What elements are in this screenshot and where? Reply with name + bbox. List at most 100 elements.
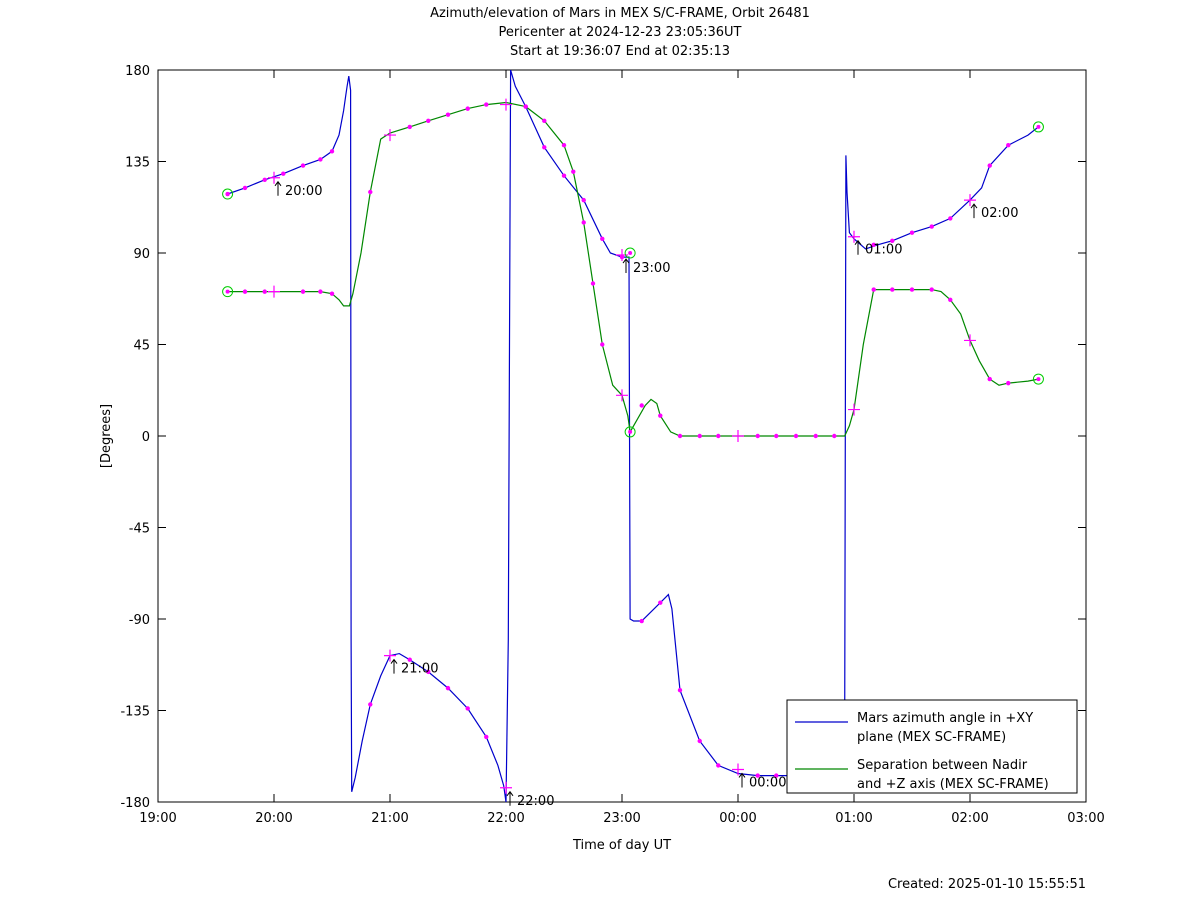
data-dot — [242, 185, 248, 191]
data-dot — [909, 287, 915, 292]
x-tick-label: 01:00 — [835, 811, 872, 826]
hour-cross — [500, 98, 512, 111]
data-dot — [948, 216, 953, 221]
data-dot — [1006, 380, 1011, 386]
endpoint-dot — [225, 289, 230, 294]
data-dot — [484, 734, 489, 740]
hour-cross — [848, 403, 860, 416]
data-dot — [300, 289, 306, 294]
endpoint-dot — [628, 429, 633, 434]
data-dot — [445, 685, 451, 691]
data-dot — [445, 112, 451, 117]
y-axis-label: [Degrees] — [99, 404, 114, 468]
x-tick-label: 22:00 — [487, 811, 524, 826]
data-dot — [542, 145, 547, 150]
data-dot — [871, 242, 876, 248]
data-dot — [484, 102, 489, 107]
legend-label-1-2: plane (MEX SC-FRAME) — [857, 730, 1006, 745]
data-dot — [832, 433, 837, 439]
data-dot — [571, 169, 576, 174]
y-tick-label: -135 — [120, 705, 150, 720]
y-tick-label: -45 — [129, 522, 150, 537]
hour-arrow — [390, 658, 398, 674]
endpoint-dot — [225, 192, 230, 197]
data-dot — [281, 171, 286, 176]
data-dot — [523, 104, 528, 109]
endpoint-circle — [1032, 373, 1044, 385]
data-dot — [716, 763, 721, 768]
data-dot — [677, 687, 683, 693]
data-dot — [329, 149, 335, 154]
data-dot — [639, 618, 644, 624]
data-dot — [368, 189, 373, 195]
hour-cross — [384, 129, 396, 142]
endpoint-dot — [1036, 124, 1041, 129]
plot-frame — [157, 69, 1087, 803]
y-tick-label: 180 — [125, 64, 150, 79]
hour-cross — [732, 430, 744, 442]
x-tick-label: 23:00 — [603, 811, 640, 826]
data-dot — [561, 143, 567, 148]
hour-arrow — [970, 203, 978, 219]
data-dot — [948, 297, 953, 302]
y-tick-label: 90 — [133, 247, 150, 262]
data-dot — [755, 773, 760, 778]
data-dot — [716, 433, 721, 439]
data-dot — [929, 224, 934, 229]
data-dot — [987, 163, 992, 168]
hour-cross — [268, 171, 280, 184]
endpoint-dot — [628, 251, 633, 255]
data-dot — [581, 197, 586, 203]
y-tick-label: -180 — [120, 796, 150, 811]
chart-title-line-3: Start at 19:36:07 End at 02:35:13 — [510, 44, 730, 59]
data-dot — [407, 657, 412, 662]
hour-cross — [964, 194, 976, 207]
hour-cross — [616, 389, 628, 402]
legend-label-2-2: and +Z axis (MEX SC-FRAME) — [857, 777, 1049, 792]
hour-cross — [384, 649, 396, 662]
data-dot — [318, 289, 323, 294]
endpoint-circle — [624, 426, 636, 438]
data-dot — [1006, 143, 1011, 148]
data-dot — [329, 291, 335, 296]
data-dot — [581, 220, 586, 225]
data-dot — [368, 702, 373, 707]
hour-cross — [732, 763, 744, 776]
endpoint-circle — [222, 188, 234, 200]
data-dot — [426, 118, 431, 124]
hour-cross — [964, 334, 976, 347]
x-tick-label: 20:00 — [255, 811, 292, 826]
chart-title-line-2: Pericenter at 2024-12-23 23:05:36UT — [498, 25, 741, 40]
hour-arrow — [854, 239, 862, 255]
hour-arrow — [738, 772, 746, 788]
data-dot — [242, 289, 248, 294]
data-dot — [465, 106, 470, 111]
endpoint-circle — [222, 286, 234, 298]
data-dot — [677, 433, 683, 439]
data-dot — [600, 342, 605, 347]
chart-title-line-1: Azimuth/elevation of Mars in MEX S/C-FRA… — [430, 6, 810, 21]
hour-cross — [268, 285, 280, 298]
data-dot — [542, 118, 547, 124]
hour-label: 22:00 — [517, 794, 554, 809]
x-tick-label: 21:00 — [371, 811, 408, 826]
data-dot — [658, 600, 663, 605]
hour-arrow — [622, 258, 630, 274]
data-dot — [300, 163, 306, 168]
x-axis-label: Time of day UT — [572, 838, 671, 853]
endpoint-circle — [1032, 121, 1044, 133]
data-dot — [697, 738, 702, 744]
data-dot — [774, 433, 779, 439]
hour-label: 21:00 — [401, 662, 438, 677]
data-dot — [407, 124, 412, 130]
data-dot — [590, 281, 596, 286]
legend: Mars azimuth angle in +XY plane (MEX SC-F… — [786, 699, 1078, 794]
data-dot — [755, 433, 760, 439]
y-tick-label: -90 — [129, 613, 150, 628]
hour-label: 20:00 — [285, 184, 322, 199]
data-dot — [318, 157, 323, 162]
x-tick-label: 03:00 — [1067, 811, 1104, 826]
hour-arrow — [506, 790, 514, 806]
endpoint-dot — [1036, 377, 1041, 382]
data-dot — [890, 287, 895, 292]
